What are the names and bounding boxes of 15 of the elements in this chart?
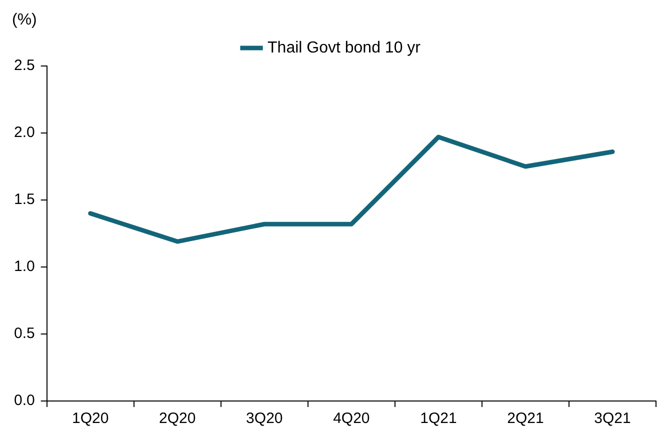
x-tick-label: 3Q21: [594, 410, 631, 428]
y-tick-label: 0.5: [14, 325, 35, 342]
legend-label: Thail Govt bond 10 yr: [268, 39, 422, 56]
y-tick-label: 2.5: [14, 57, 35, 74]
y-tick-label: 1.5: [14, 191, 35, 208]
x-tick-label: 3Q20: [246, 410, 283, 428]
x-tick-label: 4Q20: [333, 410, 370, 428]
x-tick-label: 2Q20: [159, 410, 196, 428]
y-tick-label: 1.0: [14, 258, 35, 276]
x-tick-label: 1Q20: [72, 410, 109, 428]
x-tick-label: 1Q21: [420, 410, 457, 428]
x-tick-label: 2Q21: [507, 410, 544, 428]
y-tick-label: 0.0: [14, 392, 35, 410]
y-tick-label: 2.0: [14, 124, 35, 142]
y-axis-title: (%): [12, 11, 37, 28]
